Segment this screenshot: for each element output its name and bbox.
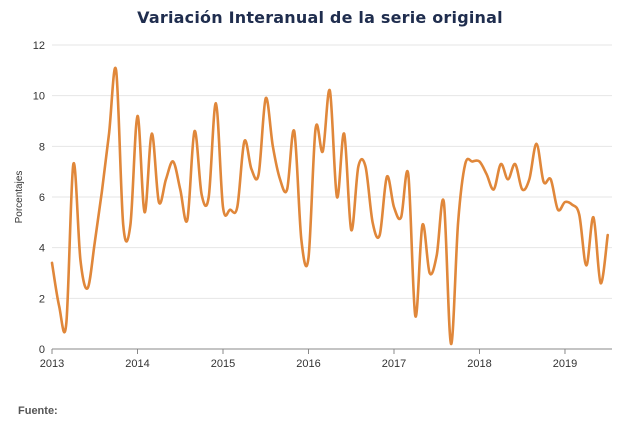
- y-tick-label: 8: [39, 141, 45, 153]
- x-tick-label: 2015: [211, 358, 235, 370]
- source-label: Fuente:: [18, 405, 58, 417]
- series-group: [50, 66, 610, 346]
- y-tick-labels: 0 2 4 6 8 10 12: [33, 40, 45, 356]
- x-tick-label: 2017: [382, 358, 406, 370]
- y-tick-label: 0: [39, 344, 45, 356]
- y-tick-label: 12: [33, 40, 45, 52]
- x-tick-label: 2016: [296, 358, 320, 370]
- y-tick-label: 4: [39, 243, 45, 255]
- x-tick-label: 2013: [40, 358, 64, 370]
- y-tick-label: 2: [39, 293, 45, 305]
- x-tick-label: 2019: [553, 358, 577, 370]
- x-tick-labels: 2013 2014 2015 2016 2017 2018 2019: [40, 358, 577, 370]
- y-tick-label: 6: [39, 192, 45, 204]
- x-tick-label: 2018: [467, 358, 491, 370]
- grid-lines: [52, 44, 612, 299]
- axes: [51, 348, 612, 354]
- chart-title: Variación Interanual de la serie origina…: [137, 8, 503, 27]
- x-tick-label: 2014: [125, 358, 149, 370]
- series-line: [50, 66, 610, 346]
- y-axis-label: Porcentajes: [14, 171, 25, 224]
- y-tick-label: 10: [33, 91, 45, 103]
